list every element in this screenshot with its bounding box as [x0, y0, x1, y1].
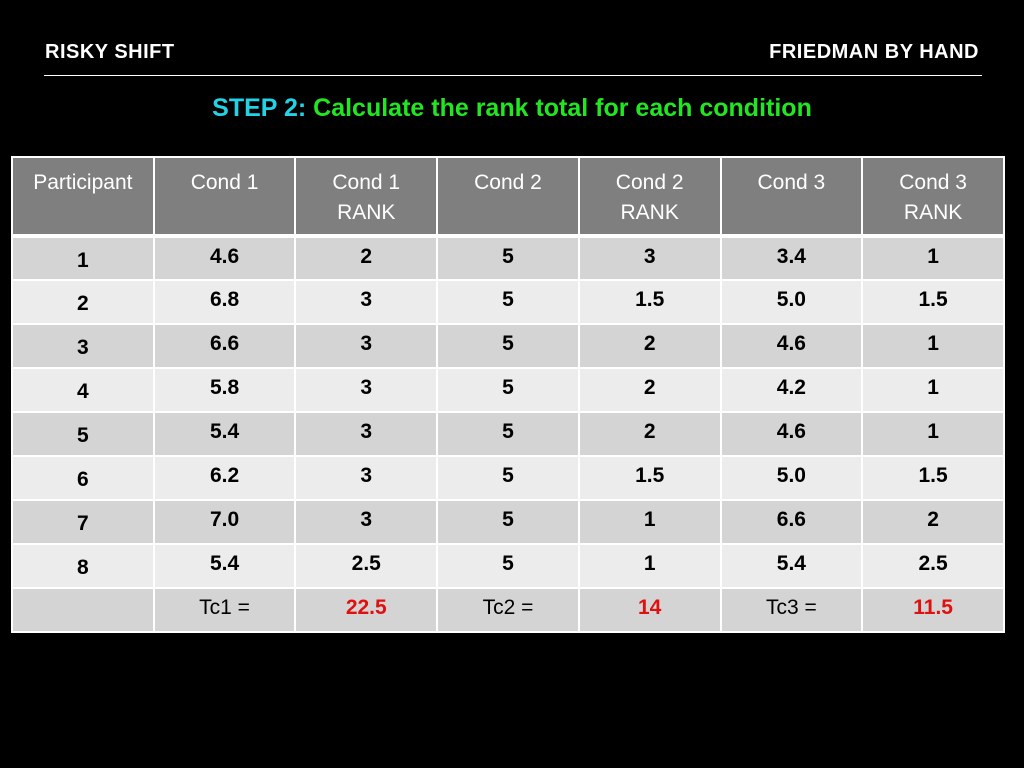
- cell-cond2: 5: [436, 455, 580, 501]
- cell-cond2-rank: 1.5: [577, 455, 722, 501]
- header-divider: [44, 75, 982, 76]
- cell-cond2-rank: 1: [577, 499, 722, 545]
- cell-cond1: 4.6: [152, 235, 297, 281]
- cell-cond1: 6.6: [152, 323, 297, 369]
- totals-row: Tc1 = 22.5 Tc2 = 14 Tc3 = 11.5: [11, 587, 1005, 633]
- cell-cond1: 5.8: [152, 367, 297, 413]
- column-header-cond1: Cond 1: [152, 156, 297, 237]
- cell-cond3-rank: 1.5: [861, 455, 1005, 501]
- table-body: 1 4.6 2 5 3 3.4 1 2 6.8 3 5 1.5 5.0 1.5 3 6.6 3 5 2 4.6 1 4 5.…: [11, 235, 1005, 633]
- cell-cond3-rank: 2.5: [861, 543, 1005, 589]
- tc3-value: 11.5: [861, 587, 1005, 633]
- cell-cond3: 5.4: [719, 543, 864, 589]
- cell-cond3-rank: 1.5: [861, 279, 1005, 325]
- table-row: 6 6.2 3 5 1.5 5.0 1.5: [11, 455, 1005, 501]
- cell-cond2: 5: [436, 411, 580, 457]
- column-header-cond2: Cond 2: [436, 156, 580, 237]
- column-header-cond3-rank: Cond 3 RANK: [861, 156, 1005, 237]
- tc2-value: 14: [577, 587, 722, 633]
- cell-cond2: 5: [436, 323, 580, 369]
- cell-cond1-rank: 3: [294, 455, 439, 501]
- cell-cond1-rank: 3: [294, 411, 439, 457]
- table-row: 7 7.0 3 5 1 6.6 2: [11, 499, 1005, 545]
- column-header-text: Cond 2: [474, 171, 542, 194]
- column-header-text: Cond 1: [332, 171, 401, 194]
- cell-cond3: 4.6: [719, 323, 864, 369]
- column-header-text: Cond 3: [899, 171, 967, 194]
- column-header-text: Cond 3: [757, 171, 826, 194]
- table-row: 1 4.6 2 5 3 3.4 1: [11, 235, 1005, 281]
- table-header-row: Participant Cond 1 Cond 1 RANK Cond 2 Cond 2 R…: [11, 156, 1005, 237]
- cell-cond2-rank: 2: [577, 411, 722, 457]
- slide-header-left: RISKY SHIFT: [45, 41, 175, 63]
- step-text: Calculate the rank total for each condit…: [313, 94, 812, 122]
- table-row: 4 5.8 3 5 2 4.2 1: [11, 367, 1005, 413]
- tc3-label: Tc3 =: [719, 587, 864, 633]
- cell-cond3: 4.2: [719, 367, 864, 413]
- column-header-participant: Participant: [11, 156, 155, 237]
- table-row: 5 5.4 3 5 2 4.6 1: [11, 411, 1005, 457]
- cell-cond3-rank: 1: [861, 323, 1005, 369]
- column-header-cond3: Cond 3: [719, 156, 864, 237]
- column-header-cond2-rank: Cond 2 RANK: [577, 156, 722, 237]
- rank-table: Participant Cond 1 Cond 1 RANK Cond 2 Cond 2 R…: [11, 156, 1005, 633]
- column-header-text: RANK: [337, 201, 396, 224]
- column-header-text: Cond 1: [190, 171, 259, 194]
- cell-cond1-rank: 2.5: [294, 543, 439, 589]
- column-header-text: Cond 2: [615, 171, 684, 194]
- cell-cond1-rank: 3: [294, 367, 439, 413]
- cell-participant: 6: [11, 455, 155, 501]
- cell-participant: 8: [11, 543, 155, 589]
- step-title: STEP 2: Calculate the rank total for eac…: [0, 94, 1024, 123]
- tc1-label: Tc1 =: [152, 587, 297, 633]
- cell-cond3-rank: 1: [861, 235, 1005, 281]
- cell-cond2: 5: [436, 279, 580, 325]
- cell-cond2: 5: [436, 543, 580, 589]
- cell-cond1: 5.4: [152, 411, 297, 457]
- cell-cond3: 6.6: [719, 499, 864, 545]
- cell-cond1: 7.0: [152, 499, 297, 545]
- step-label: STEP 2:: [212, 94, 307, 122]
- tc1-value: 22.5: [294, 587, 439, 633]
- cell-cond2-rank: 2: [577, 323, 722, 369]
- column-header-text: RANK: [620, 201, 679, 224]
- cell-cond1: 6.2: [152, 455, 297, 501]
- totals-empty-cell: [11, 587, 155, 633]
- cell-cond3-rank: 1: [861, 367, 1005, 413]
- cell-participant: 1: [11, 235, 155, 281]
- tc2-label: Tc2 =: [436, 587, 580, 633]
- table-row: 3 6.6 3 5 2 4.6 1: [11, 323, 1005, 369]
- cell-cond3: 4.6: [719, 411, 864, 457]
- cell-cond1: 5.4: [152, 543, 297, 589]
- cell-cond1-rank: 2: [294, 235, 439, 281]
- cell-participant: 7: [11, 499, 155, 545]
- table-row: 8 5.4 2.5 5 1 5.4 2.5: [11, 543, 1005, 589]
- cell-cond2-rank: 1.5: [577, 279, 722, 325]
- cell-cond2: 5: [436, 235, 580, 281]
- cell-participant: 5: [11, 411, 155, 457]
- cell-cond1-rank: 3: [294, 323, 439, 369]
- cell-cond3: 5.0: [719, 455, 864, 501]
- cell-cond3: 3.4: [719, 235, 864, 281]
- cell-cond2-rank: 1: [577, 543, 722, 589]
- cell-cond3-rank: 1: [861, 411, 1005, 457]
- cell-cond1-rank: 3: [294, 279, 439, 325]
- cell-cond3: 5.0: [719, 279, 864, 325]
- column-header-cond1-rank: Cond 1 RANK: [294, 156, 439, 237]
- column-header-text: Participant: [33, 171, 133, 194]
- cell-cond3-rank: 2: [861, 499, 1005, 545]
- cell-participant: 2: [11, 279, 155, 325]
- cell-cond2-rank: 3: [577, 235, 722, 281]
- cell-cond2: 5: [436, 367, 580, 413]
- column-header-text: RANK: [903, 201, 963, 224]
- cell-cond2-rank: 2: [577, 367, 722, 413]
- cell-participant: 3: [11, 323, 155, 369]
- slide-header-right: FRIEDMAN BY HAND: [769, 41, 979, 63]
- cell-cond1-rank: 3: [294, 499, 439, 545]
- cell-participant: 4: [11, 367, 155, 413]
- table-row: 2 6.8 3 5 1.5 5.0 1.5: [11, 279, 1005, 325]
- cell-cond2: 5: [436, 499, 580, 545]
- cell-cond1: 6.8: [152, 279, 297, 325]
